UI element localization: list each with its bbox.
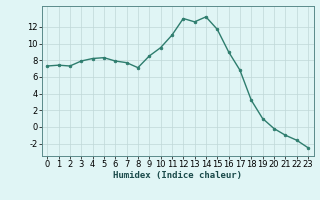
X-axis label: Humidex (Indice chaleur): Humidex (Indice chaleur) bbox=[113, 171, 242, 180]
